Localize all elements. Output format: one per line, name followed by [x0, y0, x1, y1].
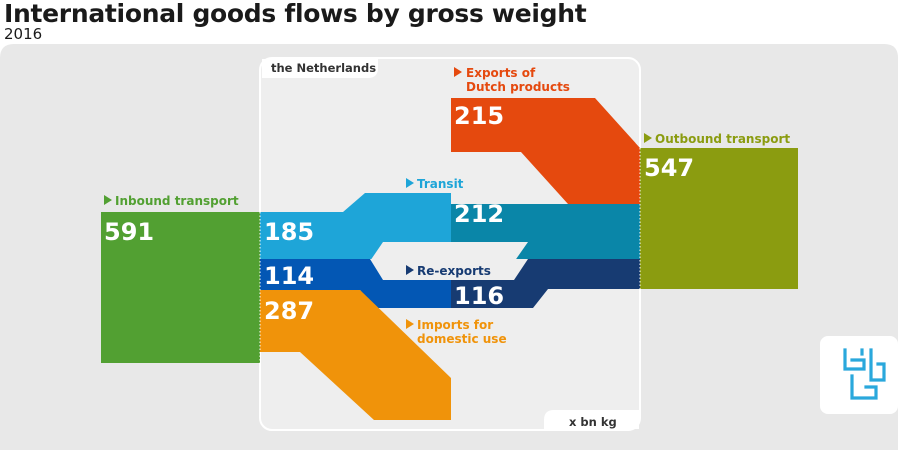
reexports-flow-out [451, 259, 640, 308]
imports-flow [260, 290, 451, 420]
imports-label-line1: Imports for [417, 318, 493, 332]
inbound-marker-icon [104, 195, 112, 205]
page-title: International goods flows by gross weigh… [4, 0, 587, 28]
outbound-label: Outbound transport [655, 132, 790, 146]
imports-marker-icon [406, 319, 414, 329]
cbs-logo [820, 336, 898, 414]
transit-value-out: 212 [454, 200, 504, 228]
reexports-marker-icon [406, 265, 414, 275]
inbound-value: 591 [104, 218, 154, 246]
exports-marker-icon [454, 67, 462, 77]
reexports-label: Re-exports [417, 264, 491, 278]
unit-label: x bn kg [569, 415, 617, 429]
page-subtitle: 2016 [4, 25, 43, 43]
transit-value-in: 185 [264, 218, 314, 246]
inbound-label: Inbound transport [115, 194, 239, 208]
exports-label-line2: Dutch products [466, 80, 570, 94]
reexports-flow-in [260, 259, 451, 308]
reexports-value-out: 116 [454, 282, 504, 310]
imports-label-line2: domestic use [417, 332, 507, 346]
exports-flow [451, 98, 640, 204]
transit-marker-icon [406, 178, 414, 188]
outbound-marker-icon [644, 133, 652, 143]
exports-label-line1: Exports of [466, 66, 536, 80]
outbound-flow [640, 148, 798, 289]
region-label-tab [262, 59, 378, 78]
exports-value: 215 [454, 102, 504, 130]
inbound-flow [101, 212, 260, 363]
unit-label-tab [544, 410, 639, 429]
transit-label: Transit [417, 177, 464, 191]
reexports-value-in: 114 [264, 262, 314, 290]
imports-value: 287 [264, 297, 314, 325]
region-label: the Netherlands [271, 61, 376, 75]
outbound-value: 547 [644, 154, 694, 182]
